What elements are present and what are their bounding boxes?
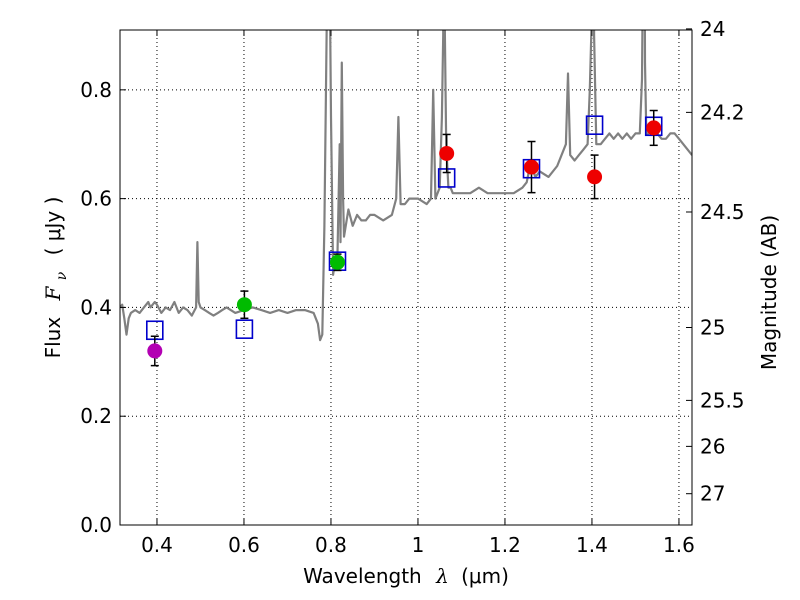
- grid: [120, 30, 692, 526]
- mag-tick-label: 25.5: [700, 388, 745, 412]
- observed-point-marker: [236, 297, 252, 313]
- x-axis-label: Wavelength λ (μm): [303, 564, 509, 588]
- observed-point-marker: [439, 145, 455, 161]
- mag-tick-label: 27: [700, 482, 725, 506]
- x-axis-label-symbol: λ: [435, 564, 449, 588]
- observed-point-marker: [646, 120, 662, 136]
- y-axis-label-prefix: Flux: [41, 317, 65, 359]
- x-tick-label: 0.6: [228, 533, 260, 557]
- model-square-marker: [235, 319, 254, 339]
- x-axis-label-units: (μm): [461, 564, 509, 588]
- mag-tick-label: 26: [700, 434, 725, 458]
- ticks: 0.4 0.6 0.8 1 1.2 1.4 1.6 0.0 0.2 0.4 0.6 0.8 24 24.2…: [80, 17, 744, 557]
- spectrum-layer: [120, 30, 692, 342]
- y-axis-label-units: ( μJy ): [41, 197, 65, 256]
- mag-tick-label: 25: [700, 316, 725, 340]
- observed-point-marker: [329, 254, 345, 270]
- y-tick-label: 0.6: [80, 187, 112, 211]
- y-axis-label-symbol: F: [41, 285, 65, 301]
- observed-point-marker: [523, 159, 539, 175]
- observed-point-marker: [587, 169, 603, 185]
- spectrum-line: [120, 30, 692, 342]
- observed-point-marker: [147, 343, 163, 359]
- x-tick-label: 0.4: [141, 533, 173, 557]
- y-axis-label-subscript: ν: [54, 271, 70, 280]
- x-tick-label: 0.8: [315, 533, 347, 557]
- y-tick-label: 0.8: [80, 78, 112, 102]
- mag-tick-label: 24.5: [700, 200, 745, 224]
- x-tick-label: 1.2: [489, 533, 521, 557]
- model-square-marker: [585, 115, 604, 135]
- x-axis-label-prefix: Wavelength: [303, 564, 422, 588]
- y2-axis-label: Magnitude (AB): [757, 215, 781, 370]
- plot-frame: [119, 29, 693, 526]
- markers-layer: [145, 109, 663, 367]
- y-tick-label: 0.4: [80, 295, 112, 319]
- x-tick-label: 1.6: [663, 533, 695, 557]
- mag-tick-label: 24.2: [700, 100, 745, 124]
- y-tick-label: 0.0: [80, 513, 112, 537]
- y-axis-label: Flux F ν ( μJy ): [41, 197, 71, 359]
- y-tick-label: 0.2: [80, 404, 112, 428]
- x-tick-label: 1: [412, 533, 425, 557]
- mag-tick-label: 24: [700, 17, 725, 41]
- x-tick-label: 1.4: [576, 533, 608, 557]
